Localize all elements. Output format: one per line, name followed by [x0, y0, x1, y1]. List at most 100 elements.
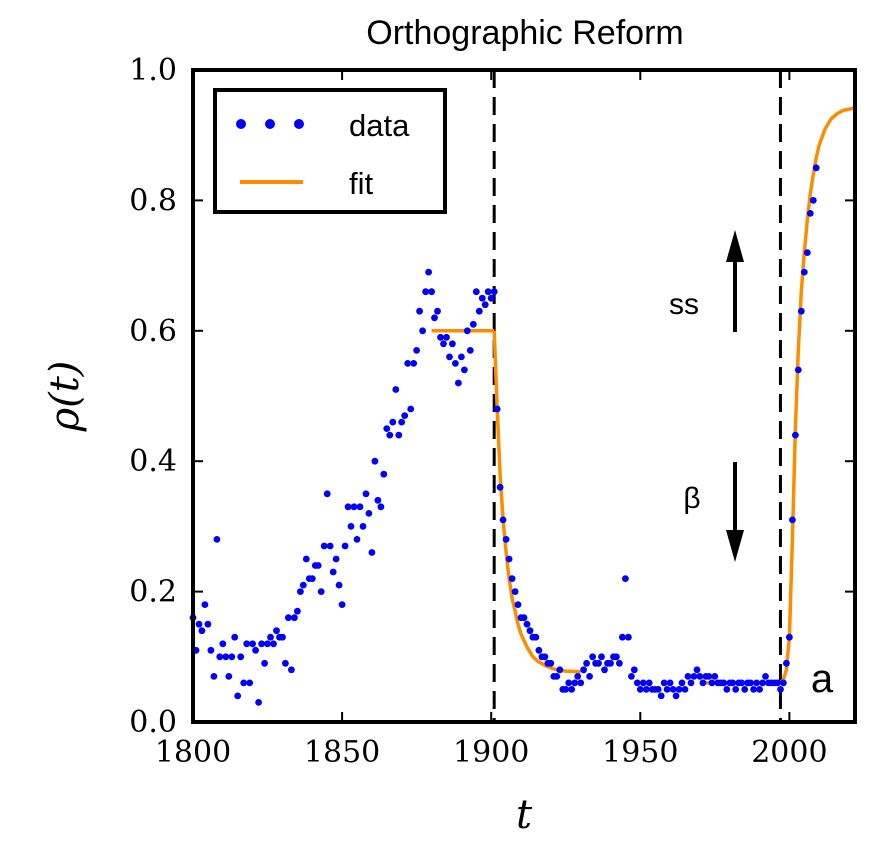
data-point: [747, 679, 754, 687]
data-point: [809, 197, 817, 204]
data-point: [741, 686, 749, 693]
data-point: [642, 686, 650, 693]
data-point: [595, 659, 602, 667]
data-point: [449, 340, 456, 348]
annotation-ss: ss: [669, 230, 744, 332]
x-tick-label: 1850: [304, 735, 380, 770]
data-point: [204, 620, 212, 628]
data-point: [478, 294, 486, 302]
data-point: [431, 314, 438, 322]
data-point: [565, 679, 573, 687]
data-point: [237, 653, 245, 661]
data-point: [711, 673, 719, 680]
data-point: [446, 353, 453, 361]
data-point: [756, 686, 763, 693]
data-point: [639, 679, 647, 687]
data-point: [792, 431, 799, 439]
data-point: [380, 470, 388, 478]
data-point: [228, 653, 236, 661]
data-point: [666, 679, 674, 687]
data-point: [759, 679, 766, 687]
fit-line: [492, 330, 581, 674]
data-point: [705, 673, 713, 680]
data-point: [672, 692, 680, 700]
annotation-beta: β: [683, 462, 744, 562]
data-point: [514, 601, 522, 608]
data-point: [777, 686, 784, 693]
data-point: [377, 503, 385, 511]
data-point: [270, 640, 277, 648]
plot-frame: [191, 68, 857, 724]
data-point: [401, 412, 409, 419]
data-point: [786, 633, 793, 641]
data-point: [264, 640, 271, 648]
data-point: [729, 679, 737, 687]
plot-area: [189, 70, 856, 722]
data-point: [654, 686, 662, 693]
data-point: [335, 581, 343, 589]
data-point: [323, 490, 331, 498]
data-point: [472, 288, 480, 296]
data-point: [425, 268, 432, 276]
data-point: [291, 614, 298, 622]
annotation-beta-label: β: [683, 482, 700, 515]
data-point: [693, 666, 701, 674]
data-point: [213, 536, 221, 543]
data-point: [365, 510, 373, 517]
data-point: [687, 679, 695, 687]
data-point: [434, 307, 441, 315]
data-point: [490, 288, 498, 296]
data-point: [368, 549, 376, 556]
data-point: [279, 633, 286, 641]
data-point: [619, 633, 626, 641]
data-point: [314, 562, 322, 569]
data-point: [663, 686, 671, 693]
data-point: [383, 425, 391, 432]
data-point: [598, 653, 605, 661]
data-point: [806, 210, 814, 217]
data-point: [586, 673, 593, 680]
data-point: [466, 347, 474, 354]
data-point: [210, 673, 218, 680]
data-point: [404, 360, 412, 367]
data-point: [326, 542, 334, 550]
data-point: [344, 503, 352, 511]
data-point: [589, 653, 596, 661]
data-point: [684, 673, 692, 680]
data-point: [628, 673, 635, 680]
data-point: [511, 588, 519, 595]
legend-label-fit: fit: [349, 166, 374, 201]
data-point: [258, 640, 265, 648]
data-point: [616, 659, 623, 667]
data-point: [520, 614, 528, 622]
axis-ticks: 1800 1850 1900 1950 2000 0.0 0.2 0.4 0.6 0.8 1.0: [129, 53, 855, 770]
data-point: [410, 360, 418, 367]
data-point: [625, 633, 632, 641]
data-point: [308, 575, 316, 582]
data-point: [389, 418, 397, 426]
data-point: [240, 679, 248, 687]
y-tick-label: 0.2: [129, 575, 177, 610]
data-point: [562, 686, 570, 693]
data-point: [341, 542, 349, 550]
data-point: [299, 581, 307, 589]
legend-box: [213, 88, 447, 214]
data-point: [541, 653, 549, 661]
data-point: [461, 366, 468, 374]
arrow-up-icon: [726, 230, 744, 262]
data-point: [198, 627, 206, 635]
x-tick-label: 1950: [602, 735, 678, 770]
data-point: [428, 288, 435, 296]
data-point: [294, 607, 301, 615]
panel-label: a: [811, 657, 834, 701]
data-point: [690, 673, 698, 680]
data-point: [532, 633, 540, 641]
data-point: [443, 333, 450, 341]
data-point: [732, 686, 740, 693]
data-point: [234, 692, 242, 700]
data-point: [386, 431, 394, 439]
data-point: [723, 686, 731, 693]
data-point: [285, 614, 292, 622]
legend-data-marker: [236, 119, 304, 129]
